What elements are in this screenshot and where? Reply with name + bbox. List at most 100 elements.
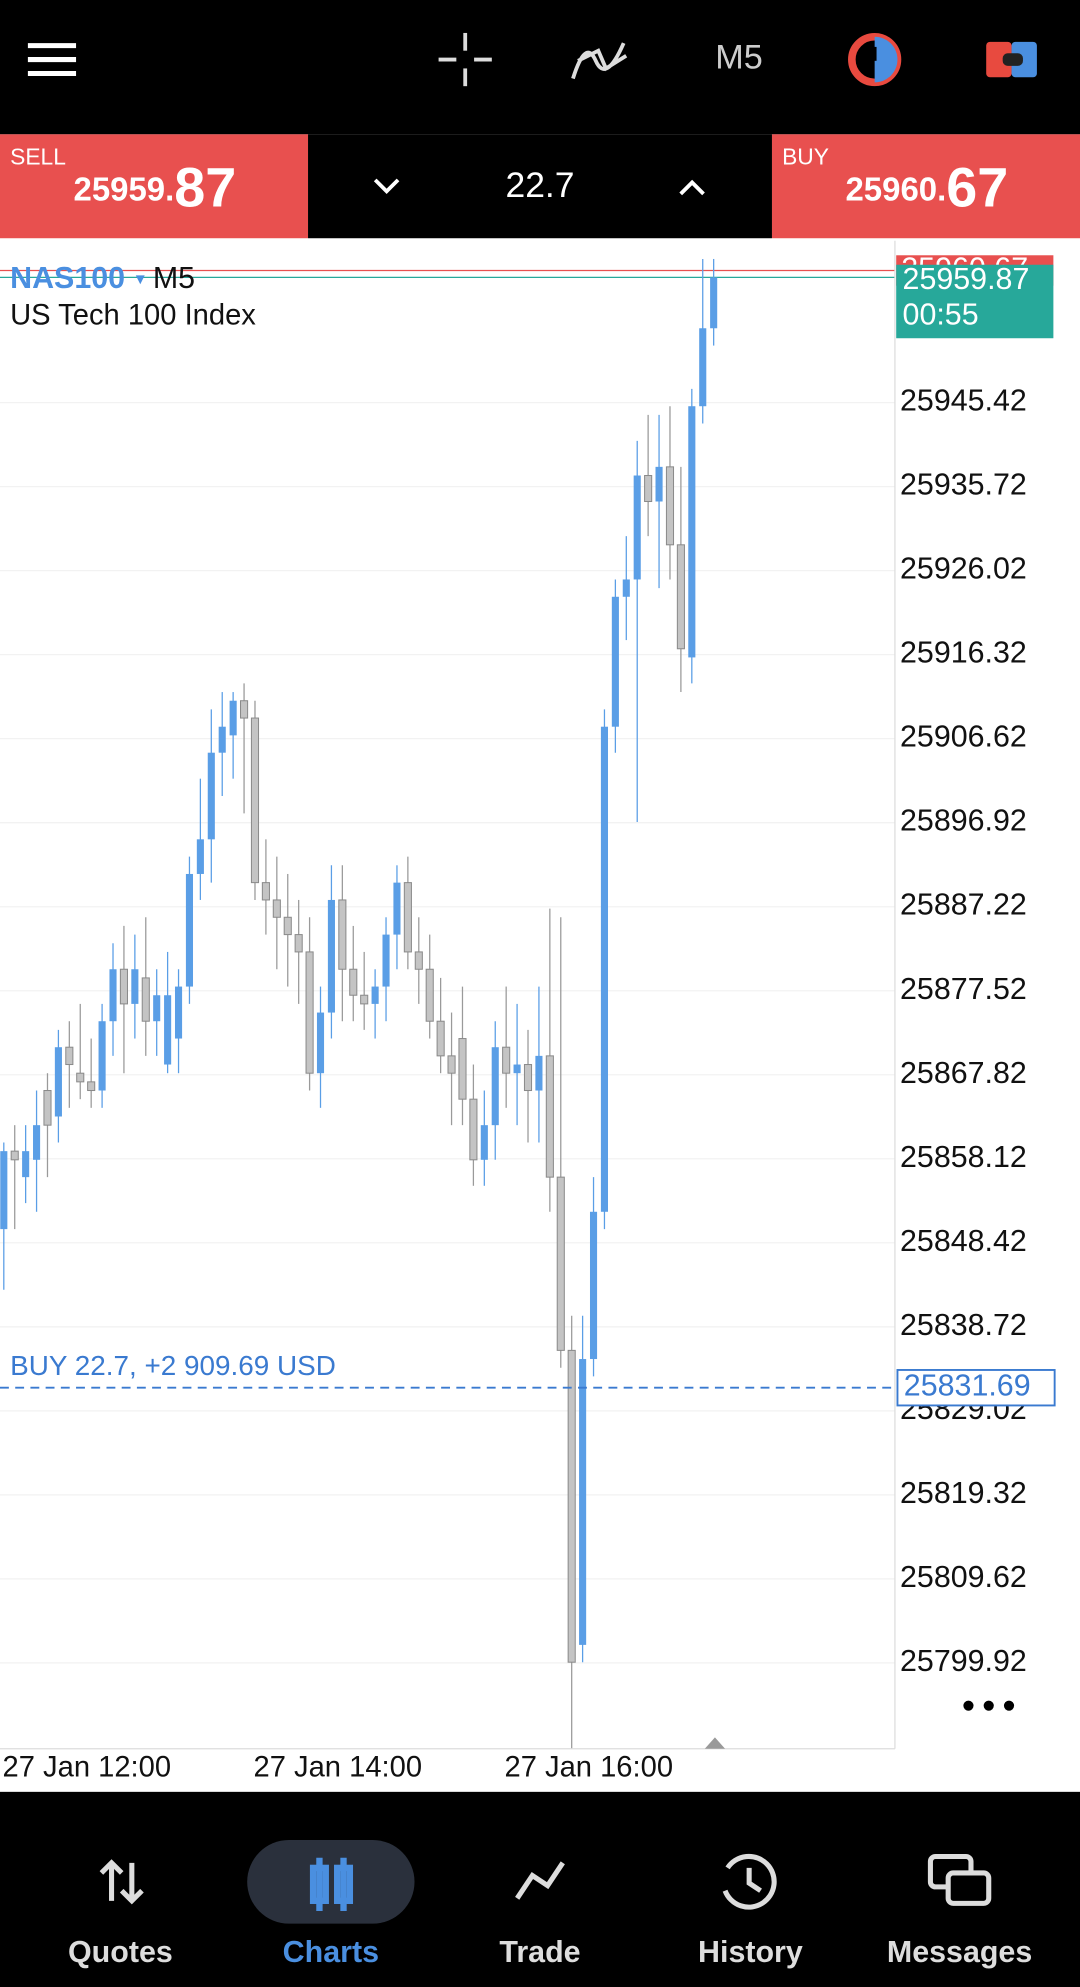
candle-body: [458, 1038, 467, 1100]
symbol: NAS100: [10, 261, 125, 295]
buy-button[interactable]: [771, 134, 1080, 239]
candle-body: [218, 726, 226, 753]
buy-price: 25960.67: [845, 156, 1008, 218]
nav-item[interactable]: Messages: [887, 1935, 1032, 1969]
buy-price-small: 25960.: [845, 170, 946, 207]
candle-body: [579, 1359, 587, 1645]
candle-body: [153, 995, 161, 1022]
indicator-icon[interactable]: [571, 42, 628, 80]
candle-body: [250, 717, 260, 884]
candle-body: [699, 328, 707, 407]
candle-body: [22, 1151, 30, 1178]
candle-body: [414, 951, 423, 970]
position-price: 25831.69: [904, 1369, 1031, 1403]
x-tick-label: 27 Jan 12:00: [3, 1752, 172, 1784]
symbol-arrow: ▼: [133, 271, 148, 288]
timer-icon[interactable]: [848, 32, 902, 87]
candle-body: [665, 466, 675, 546]
candle-body: [229, 700, 237, 736]
candle-body: [0, 1151, 8, 1230]
candle-body: [338, 899, 347, 970]
y-tick-label: 25819.32: [900, 1476, 1027, 1510]
candle-body: [10, 1150, 19, 1161]
candle-body: [491, 1047, 499, 1126]
candle-body: [513, 1064, 521, 1074]
symbol-description: US Tech 100 Index: [10, 300, 256, 332]
bid-timer: 00:55: [903, 298, 979, 332]
candle-body: [240, 700, 249, 719]
nav-item[interactable]: Quotes: [68, 1935, 173, 1969]
y-tick-label: 25799.92: [900, 1644, 1027, 1678]
nav-labels: Quotes Charts Trade History Messages: [68, 1935, 1032, 1969]
candle-body: [272, 899, 281, 918]
candle-body: [283, 916, 292, 936]
sell-price-small: 25959.: [74, 170, 175, 207]
candle-body: [98, 1021, 106, 1091]
y-tick-label: 25935.72: [900, 468, 1027, 502]
chart-timeframe: M5: [153, 261, 195, 295]
y-tick-label: 25809.62: [900, 1560, 1027, 1594]
candle-body: [87, 1081, 96, 1092]
symbol-header: NAS100 ▼ M5: [10, 261, 195, 295]
candle-body: [33, 1125, 41, 1160]
chart[interactable]: 25945.42 25935.72 25926.02 25916.32 25906.62…: [0, 252, 1056, 1784]
trade-icon[interactable]: [986, 41, 1037, 78]
y-tick-label: 25906.62: [900, 720, 1027, 754]
more-icon[interactable]: [963, 1700, 1015, 1711]
y-tick-label: 25838.72: [900, 1308, 1027, 1342]
sell-price: 25959.87: [74, 156, 237, 218]
y-tick-label: 25945.42: [900, 384, 1027, 418]
candle-body: [655, 466, 663, 502]
nav-item[interactable]: History: [698, 1935, 803, 1969]
sell-button[interactable]: [0, 134, 309, 239]
y-tick-label: 25896.92: [900, 804, 1027, 838]
candle-body: [535, 1055, 543, 1091]
bid-label-box: [896, 264, 1054, 339]
bottom-nav: [0, 1791, 1080, 1987]
candle-body: [611, 596, 619, 727]
candle-body: [633, 475, 641, 580]
quotes-icon: [99, 1859, 144, 1905]
nav-item[interactable]: Trade: [499, 1935, 580, 1969]
candle-body: [43, 1090, 52, 1126]
volume-down[interactable]: [373, 178, 400, 195]
menu-icon[interactable]: [27, 43, 77, 77]
timeframe-button[interactable]: M5: [715, 39, 763, 77]
candle-body: [556, 1176, 565, 1351]
volume[interactable]: 22.7: [505, 165, 574, 205]
candle-body: [131, 969, 139, 1004]
candle-body: [185, 873, 194, 987]
candle-body: [523, 1064, 533, 1092]
nav-item[interactable]: Charts: [283, 1935, 379, 1969]
candle-body: [688, 406, 696, 658]
y-tick-label: 25916.32: [900, 636, 1027, 670]
candle-body: [196, 839, 204, 874]
charts-icon: [309, 1857, 354, 1911]
crosshair-icon[interactable]: [438, 32, 492, 87]
y-tick-label: 25867.82: [900, 1056, 1027, 1090]
candle-body: [567, 1349, 576, 1663]
candle-body: [65, 1046, 74, 1066]
candle-body: [119, 968, 128, 1005]
trade-nav-icon: [515, 1861, 565, 1900]
nav-active-pill: [247, 1840, 415, 1924]
candle-body: [600, 726, 609, 1212]
buy-price-large: 67: [946, 156, 1008, 218]
candle-body: [676, 544, 685, 650]
y-tick-label: 25887.22: [900, 888, 1027, 922]
volume-up[interactable]: [679, 179, 705, 196]
y-tick-label: 25858.12: [900, 1140, 1027, 1174]
candle-body: [447, 1055, 456, 1074]
candle-body: [622, 579, 630, 597]
candle-body: [403, 882, 412, 953]
candle-body: [294, 934, 303, 953]
candle-body: [349, 968, 358, 996]
buy-label: BUY: [782, 143, 829, 169]
candle-body: [360, 994, 369, 1005]
candle-body: [174, 986, 183, 1039]
scroll-marker: [704, 1737, 726, 1749]
position-price-box: [896, 1369, 1056, 1407]
candle-body: [207, 752, 215, 840]
candle-body: [76, 1072, 85, 1083]
